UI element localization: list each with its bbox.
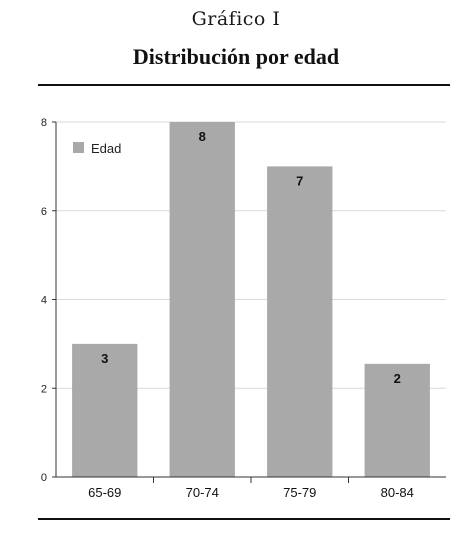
x-tick-label: 75-79 bbox=[283, 485, 316, 500]
y-tick-labels: 0 2 4 6 8 bbox=[41, 117, 47, 484]
y-tick-label: 8 bbox=[41, 117, 47, 129]
x-tick-label: 70-74 bbox=[186, 485, 219, 500]
x-tick-label: 80-84 bbox=[381, 485, 414, 500]
axes bbox=[52, 121, 446, 483]
data-labels: 3 8 7 2 bbox=[101, 129, 401, 386]
y-tick-label: 6 bbox=[41, 206, 47, 218]
data-label: 2 bbox=[394, 371, 401, 386]
figure-label: Gráfico I bbox=[191, 8, 281, 30]
chart-title: Distribución por edad bbox=[132, 44, 340, 69]
bar-70-74 bbox=[169, 122, 235, 477]
bar-80-84 bbox=[364, 363, 430, 477]
data-label: 7 bbox=[296, 173, 303, 188]
bottom-rule bbox=[38, 518, 450, 520]
x-tick-labels: 65-69 70-74 75-79 80-84 bbox=[88, 485, 414, 500]
y-tick-label: 4 bbox=[41, 295, 47, 307]
legend: Edad bbox=[73, 141, 121, 156]
x-tick-label: 65-69 bbox=[88, 485, 121, 500]
bar-65-69 bbox=[72, 343, 138, 477]
y-tick-label: 0 bbox=[41, 472, 47, 484]
data-label: 3 bbox=[101, 351, 108, 366]
bars bbox=[72, 122, 430, 477]
top-rule bbox=[38, 84, 450, 86]
legend-swatch bbox=[73, 142, 84, 153]
y-tick-label: 2 bbox=[41, 383, 47, 395]
bar-75-79 bbox=[267, 166, 333, 477]
legend-label: Edad bbox=[91, 141, 121, 156]
data-label: 8 bbox=[199, 129, 206, 144]
